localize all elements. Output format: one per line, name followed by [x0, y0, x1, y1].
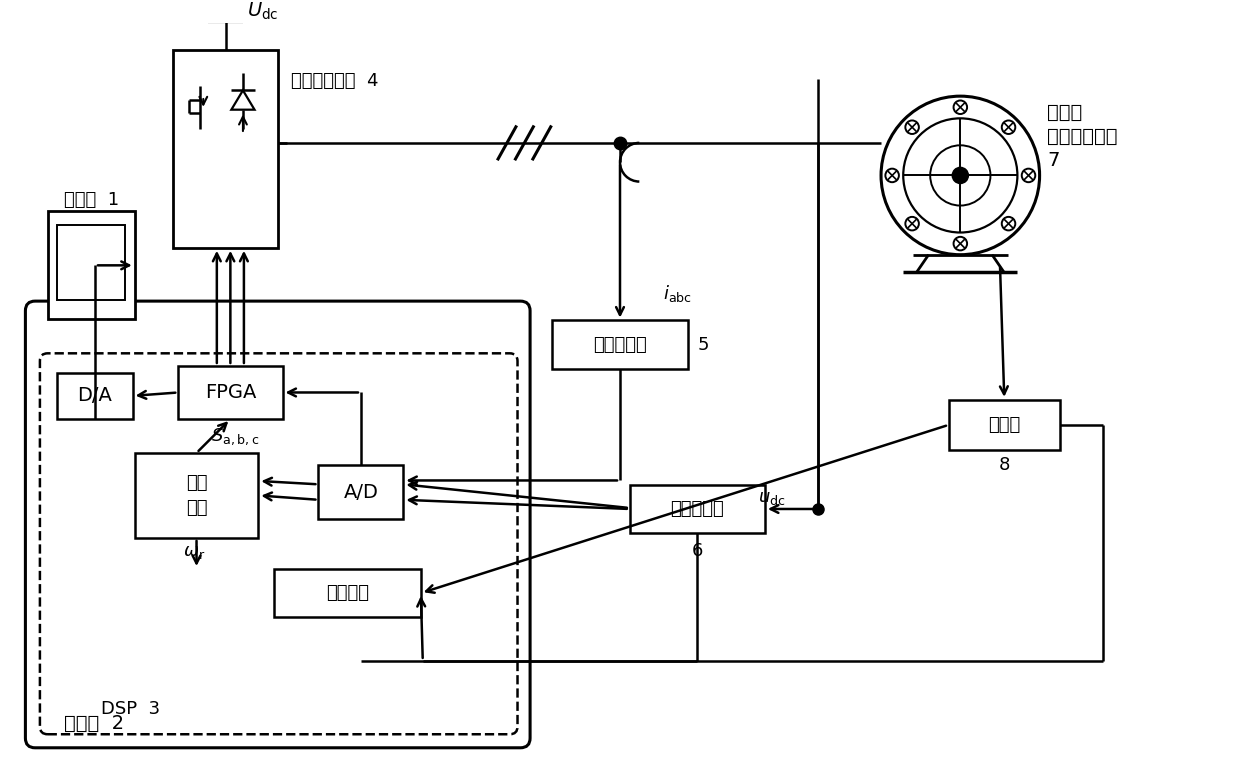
Text: 主控板  2: 主控板 2 — [64, 714, 124, 733]
Bar — [949, 400, 1060, 450]
Circle shape — [905, 120, 919, 134]
Text: $\omega_{\rm r}$: $\omega_{\rm r}$ — [184, 543, 206, 561]
Bar — [630, 485, 765, 533]
Circle shape — [954, 237, 967, 250]
Text: 5: 5 — [697, 336, 709, 354]
Text: 控制: 控制 — [186, 474, 207, 492]
Circle shape — [885, 169, 899, 183]
Bar — [179, 366, 283, 419]
FancyBboxPatch shape — [40, 354, 517, 734]
Text: A/D: A/D — [343, 482, 378, 502]
Text: 电流传感器: 电流传感器 — [593, 336, 647, 354]
Text: D/A: D/A — [78, 387, 113, 406]
Text: 示波器  1: 示波器 1 — [63, 190, 119, 209]
Text: 8: 8 — [998, 456, 1011, 473]
Bar — [135, 453, 258, 538]
Text: 编码器: 编码器 — [988, 416, 1021, 434]
Bar — [47, 211, 135, 320]
Bar — [319, 466, 403, 518]
Text: 电压传感器: 电压传感器 — [671, 500, 724, 518]
Bar — [174, 50, 278, 248]
FancyBboxPatch shape — [25, 301, 529, 748]
Bar — [57, 373, 133, 419]
Text: $U_{\rm dc}$: $U_{\rm dc}$ — [247, 1, 278, 21]
Text: 6: 6 — [692, 542, 703, 560]
Text: DSP  3: DSP 3 — [100, 700, 160, 718]
Circle shape — [1002, 217, 1016, 230]
Bar — [552, 321, 688, 369]
Text: 永磁同步电机: 永磁同步电机 — [1048, 127, 1117, 146]
Text: 测速程序: 测速程序 — [326, 584, 368, 602]
Circle shape — [952, 167, 968, 183]
Text: 算法: 算法 — [186, 499, 207, 517]
Circle shape — [1002, 120, 1016, 134]
Text: 两电平逆变器  4: 两电平逆变器 4 — [291, 71, 378, 90]
Bar — [57, 225, 125, 300]
Text: $u_{\rm dc}$: $u_{\rm dc}$ — [758, 489, 786, 507]
Circle shape — [905, 217, 919, 230]
Bar — [274, 569, 420, 617]
Text: 内置式: 内置式 — [1048, 103, 1083, 122]
Text: FPGA: FPGA — [205, 383, 255, 402]
Circle shape — [1022, 169, 1035, 183]
Circle shape — [954, 100, 967, 114]
Text: $S_{\rm a,b,c}$: $S_{\rm a,b,c}$ — [211, 426, 259, 447]
Text: 7: 7 — [1048, 151, 1060, 170]
Text: $i_{\rm abc}$: $i_{\rm abc}$ — [662, 283, 692, 304]
